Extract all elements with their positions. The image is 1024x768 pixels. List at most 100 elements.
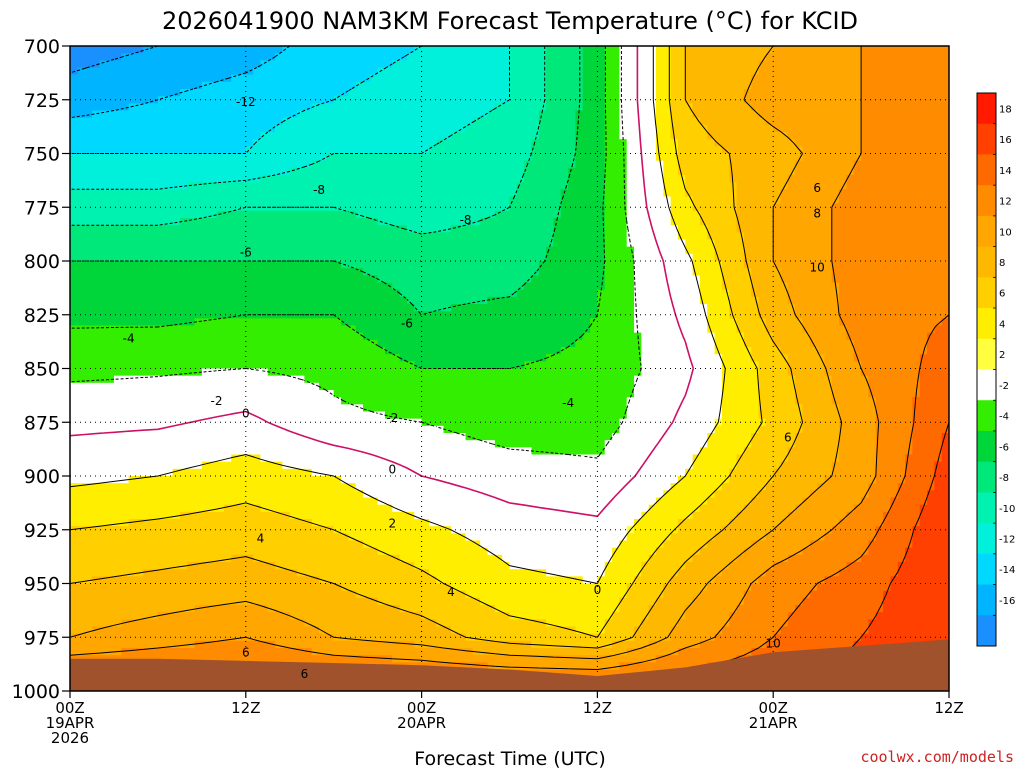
temperature-cell xyxy=(399,167,408,176)
temperature-cell xyxy=(421,53,430,61)
temperature-cell xyxy=(304,397,313,405)
temperature-cell xyxy=(231,60,240,69)
temperature-cell xyxy=(201,382,210,391)
temperature-cell xyxy=(465,261,474,269)
temperature-cell xyxy=(179,196,188,205)
temperature-cell xyxy=(458,153,467,162)
temperature-cell xyxy=(319,239,327,248)
temperature-cell xyxy=(70,590,78,599)
temperature-cell xyxy=(201,547,210,556)
temperature-cell xyxy=(77,261,86,269)
temperature-cell xyxy=(187,132,196,140)
temperature-cell xyxy=(289,46,298,54)
temperature-cell xyxy=(370,411,379,420)
temperature-cell xyxy=(231,476,240,484)
temperature-cell xyxy=(245,160,254,169)
temperature-cell xyxy=(355,483,364,491)
temperature-cell xyxy=(143,640,152,649)
temperature-cell xyxy=(341,218,349,226)
temperature-cell xyxy=(143,619,152,628)
temperature-cell xyxy=(209,110,218,119)
temperature-cell xyxy=(194,203,203,212)
temperature-cell xyxy=(289,633,298,642)
temperature-cell xyxy=(406,53,415,61)
temperature-cell xyxy=(384,633,393,642)
temperature-cell xyxy=(260,497,269,506)
temperature-cell xyxy=(421,447,430,456)
temperature-cell xyxy=(450,354,459,362)
temperature-cell xyxy=(348,311,357,319)
temperature-cell xyxy=(399,368,408,377)
temperature-cell xyxy=(165,218,174,226)
temperature-cell xyxy=(143,89,152,97)
temperature-cell xyxy=(465,361,474,370)
temperature-cell xyxy=(179,232,188,241)
temperature-cell xyxy=(179,605,188,613)
temperature-cell xyxy=(289,67,298,76)
temperature-cell xyxy=(113,203,122,212)
temperature-cell xyxy=(355,196,364,205)
temperature-cell xyxy=(311,454,320,463)
temperature-cell xyxy=(392,117,401,126)
temperature-cell xyxy=(458,368,467,377)
temperature-cell xyxy=(267,597,276,606)
temperature-cell xyxy=(297,225,305,233)
temperature-cell xyxy=(333,640,342,649)
temperature-cell xyxy=(377,53,386,61)
temperature-cell xyxy=(326,304,335,312)
temperature-cell xyxy=(209,361,218,370)
temperature-cell xyxy=(91,339,100,348)
temperature-cell xyxy=(421,332,430,341)
temperature-cell xyxy=(91,110,100,119)
temperature-cell xyxy=(355,605,364,613)
temperature-cell xyxy=(106,210,115,219)
temperature-cell xyxy=(406,447,415,456)
temperature-cell xyxy=(267,562,276,570)
temperature-cell xyxy=(165,203,174,212)
temperature-cell xyxy=(84,483,93,491)
temperature-cell xyxy=(341,282,349,291)
temperature-cell xyxy=(289,533,298,542)
temperature-cell xyxy=(179,124,188,133)
temperature-cell xyxy=(99,390,108,398)
temperature-cell xyxy=(377,81,386,90)
temperature-cell xyxy=(121,196,130,205)
temperature-cell xyxy=(297,540,305,549)
temperature-cell xyxy=(472,160,481,169)
temperature-cell xyxy=(238,569,247,577)
temperature-cell xyxy=(121,153,130,162)
temperature-cell xyxy=(113,53,122,61)
temperature-cell xyxy=(106,540,115,549)
temperature-cell xyxy=(297,232,305,241)
temperature-cell xyxy=(150,397,159,405)
temperature-cell xyxy=(392,490,401,499)
temperature-cell xyxy=(319,182,327,190)
temperature-cell xyxy=(406,476,415,484)
temperature-cell xyxy=(377,375,386,384)
temperature-cell xyxy=(319,368,327,377)
temperature-cell xyxy=(99,117,108,126)
temperature-cell xyxy=(157,397,166,405)
temperature-cell xyxy=(201,490,210,499)
temperature-cell xyxy=(414,619,423,628)
temperature-cell xyxy=(201,640,210,649)
temperature-cell xyxy=(450,511,459,520)
temperature-cell xyxy=(99,454,108,463)
temperature-cell xyxy=(245,225,254,233)
temperature-cell xyxy=(209,311,218,319)
temperature-cell xyxy=(363,476,371,484)
temperature-cell xyxy=(319,447,327,456)
temperature-cell xyxy=(421,232,430,241)
temperature-cell xyxy=(428,182,437,190)
temperature-cell xyxy=(201,533,210,542)
temperature-cell xyxy=(304,332,313,341)
temperature-cell xyxy=(341,655,349,663)
temperature-cell xyxy=(143,132,152,140)
temperature-cell xyxy=(458,139,467,147)
temperature-cell xyxy=(289,605,298,613)
temperature-cell xyxy=(253,404,262,413)
temperature-cell xyxy=(245,597,254,606)
temperature-cell xyxy=(311,89,320,97)
temperature-cell xyxy=(443,210,452,219)
temperature-cell xyxy=(187,239,196,248)
